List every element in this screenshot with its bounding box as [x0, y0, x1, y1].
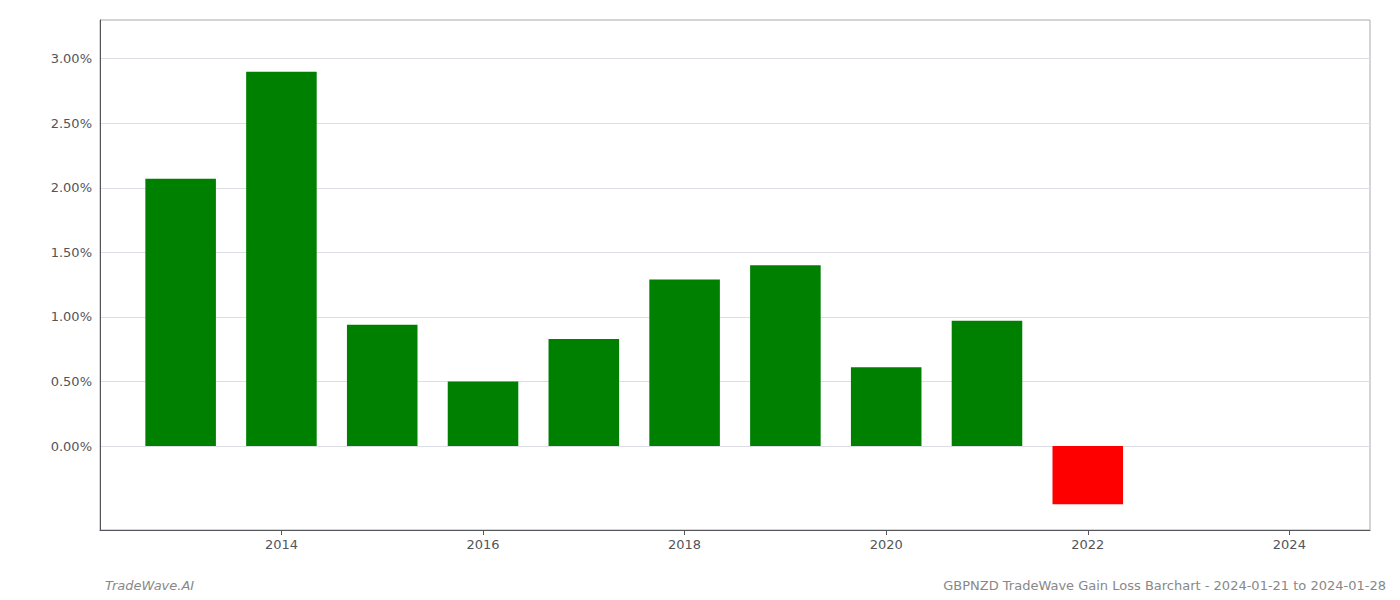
svg-text:2016: 2016 [466, 537, 499, 552]
svg-text:2018: 2018 [668, 537, 701, 552]
svg-text:2.00%: 2.00% [51, 180, 92, 195]
svg-text:2020: 2020 [870, 537, 903, 552]
svg-text:0.50%: 0.50% [51, 374, 92, 389]
svg-text:2022: 2022 [1071, 537, 1104, 552]
svg-text:2024: 2024 [1273, 537, 1306, 552]
svg-text:1.50%: 1.50% [51, 245, 92, 260]
svg-text:GBPNZD TradeWave Gain Loss Bar: GBPNZD TradeWave Gain Loss Barchart - 20… [943, 578, 1386, 593]
svg-text:TradeWave.AI: TradeWave.AI [105, 578, 194, 593]
svg-text:2014: 2014 [265, 537, 298, 552]
svg-text:0.00%: 0.00% [51, 439, 92, 454]
svg-text:2.50%: 2.50% [51, 116, 92, 131]
svg-text:3.00%: 3.00% [51, 51, 92, 66]
svg-text:1.00%: 1.00% [51, 309, 92, 324]
